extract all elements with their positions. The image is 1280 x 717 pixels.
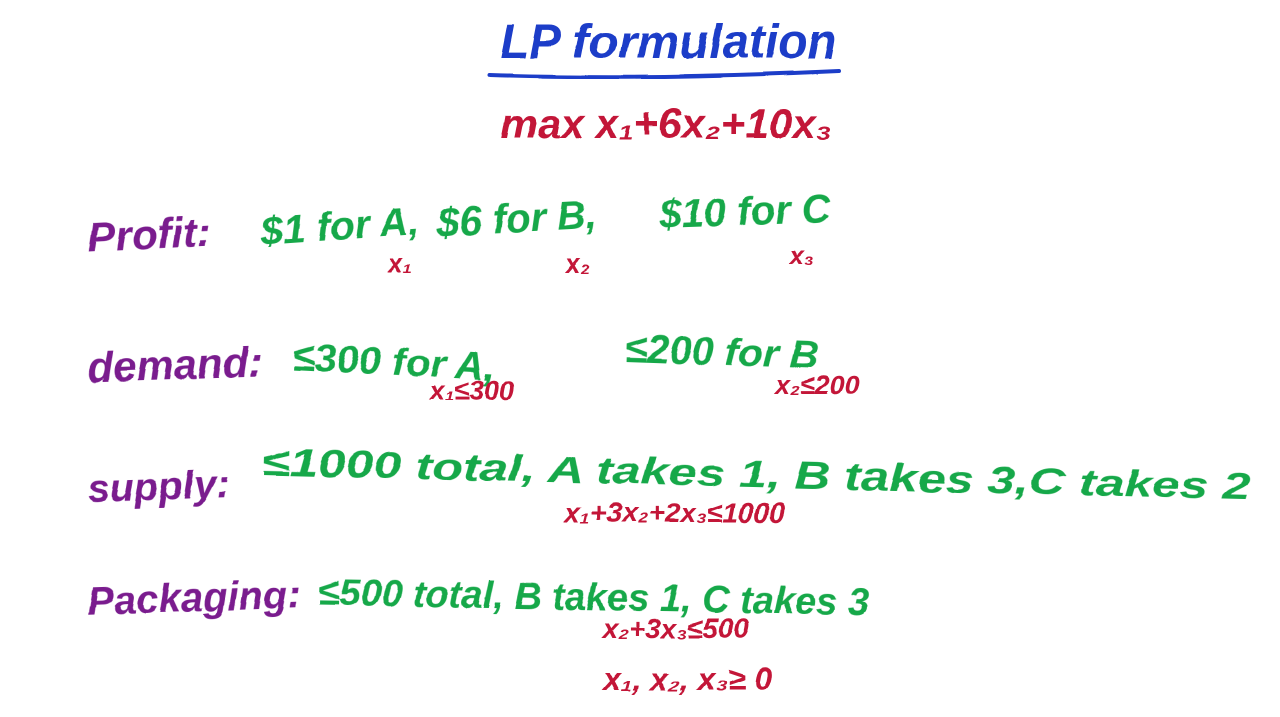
svg-text:Packaging:: Packaging: xyxy=(87,573,302,624)
svg-text:x₁+3x₂+2x₃≤1000: x₁+3x₂+2x₃≤1000 xyxy=(563,497,785,528)
svg-text:x₁≤300: x₁≤300 xyxy=(428,376,514,406)
svg-text:$6 for B,: $6 for B, xyxy=(435,193,598,245)
svg-text:$10 for C: $10 for C xyxy=(658,187,833,237)
svg-text:max x₁+6x₂+10x₃: max x₁+6x₂+10x₃ xyxy=(500,100,832,147)
svg-text:Profit:: Profit: xyxy=(86,208,212,261)
svg-text:x₂: x₂ xyxy=(563,248,589,278)
svg-text:supply:: supply: xyxy=(87,462,231,511)
svg-text:demand:: demand: xyxy=(87,338,264,391)
svg-text:≤500 total, B takes 1, C takes: ≤500 total, B takes 1, C takes 3 xyxy=(318,572,870,624)
svg-text:x₂+3x₃≤500: x₂+3x₃≤500 xyxy=(601,613,750,644)
svg-text:x₂≤200: x₂≤200 xyxy=(773,370,860,400)
svg-text:LP formulation: LP formulation xyxy=(500,16,837,69)
svg-text:x₁, x₂, x₃≥ 0: x₁, x₂, x₃≥ 0 xyxy=(601,661,772,697)
svg-text:x₁: x₁ xyxy=(386,248,412,278)
svg-text:x₃: x₃ xyxy=(788,240,815,270)
svg-text:$1 for A,: $1 for A, xyxy=(259,199,421,254)
